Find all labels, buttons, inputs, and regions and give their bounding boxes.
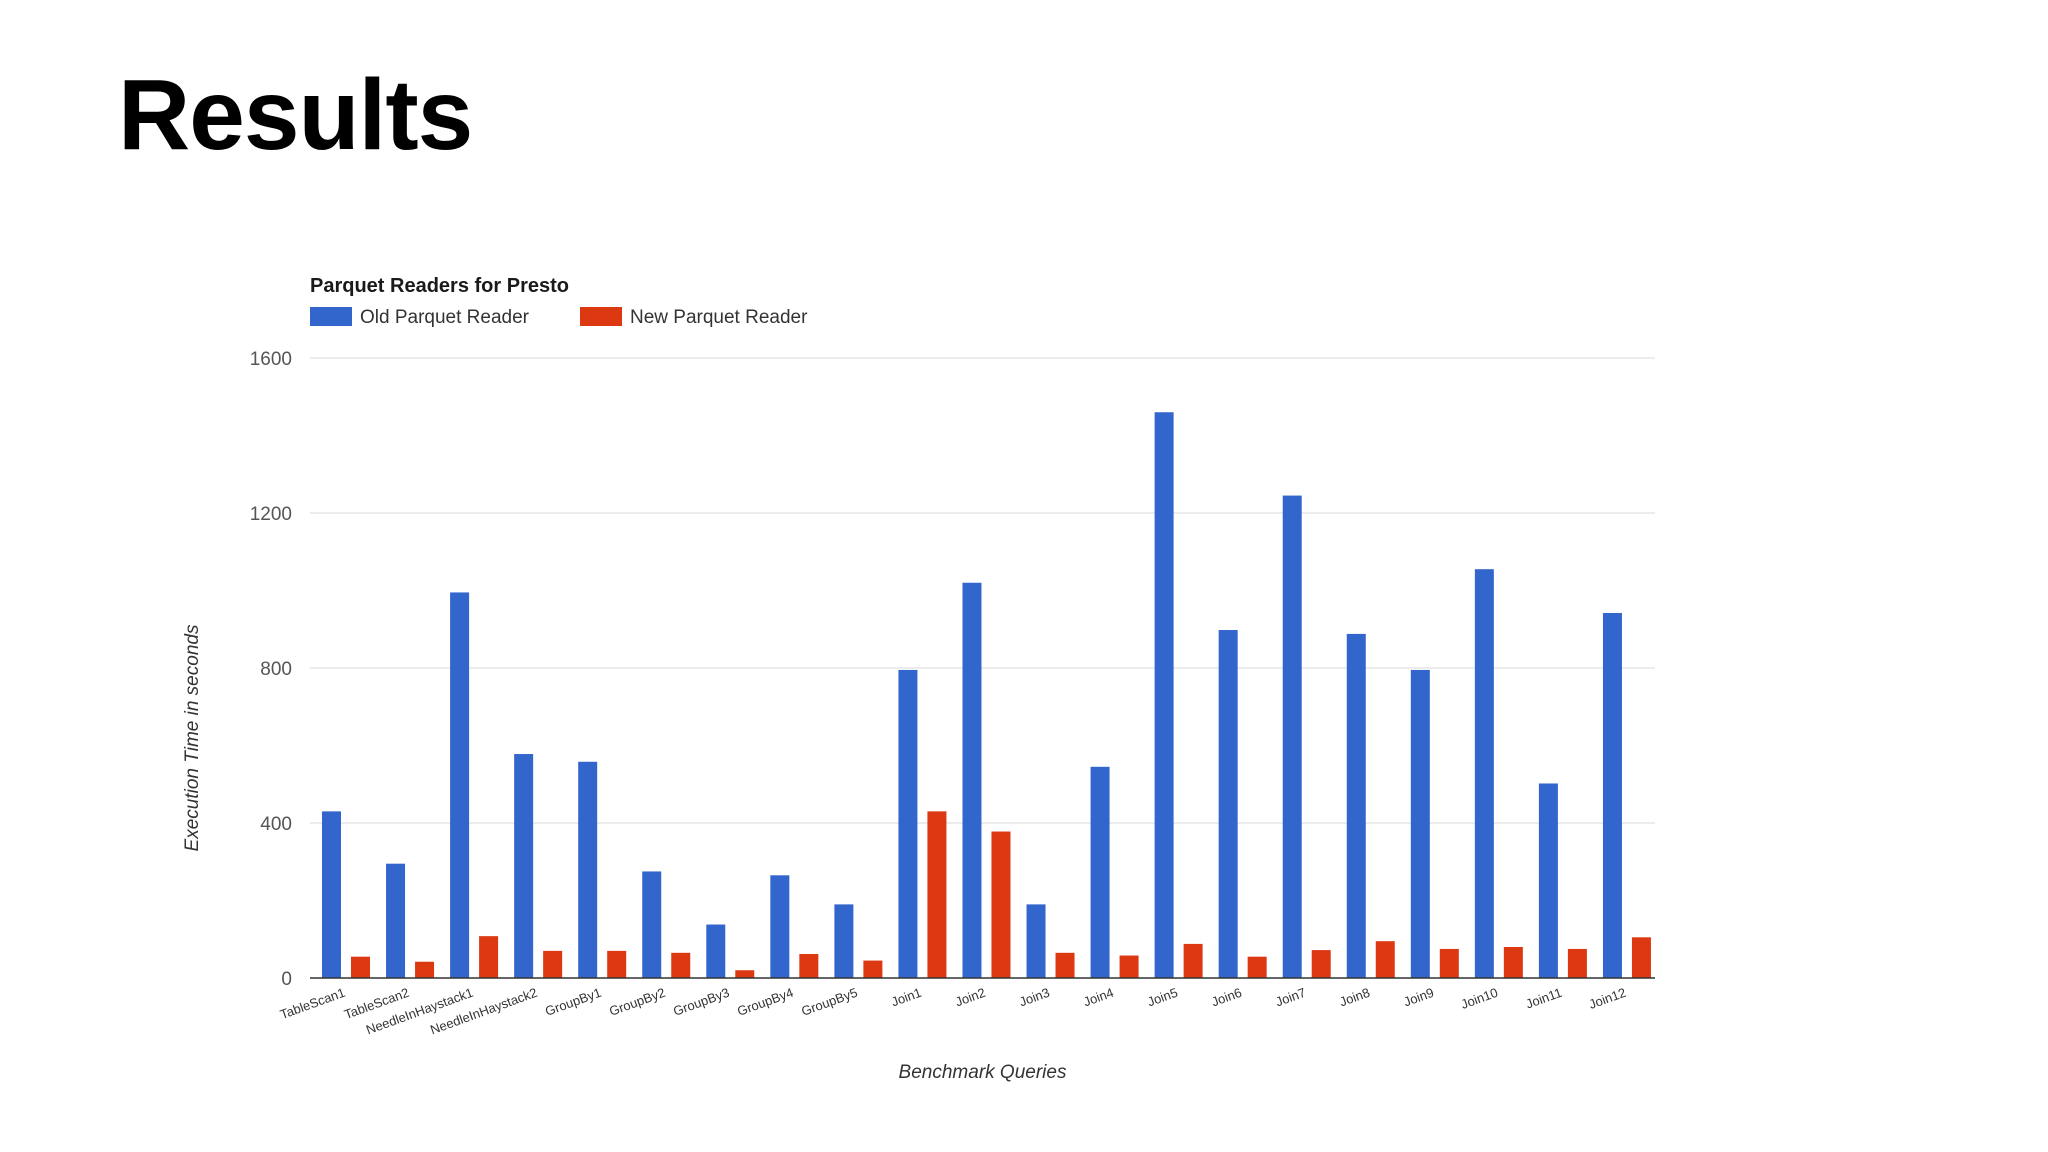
x-tick-GroupBy1: GroupBy1 (543, 985, 603, 1019)
bar-old-TableScan2 (386, 863, 406, 978)
x-tick-Join12: Join12 (1587, 985, 1628, 1012)
bar-old-Join12 (1602, 612, 1622, 978)
bar-new-Join3 (1055, 952, 1075, 978)
bar-new-Join10 (1503, 947, 1523, 978)
x-tick-Join4: Join4 (1081, 985, 1115, 1010)
bar-old-GroupBy2 (642, 871, 662, 978)
bar-old-GroupBy1 (578, 761, 598, 978)
bar-new-GroupBy2 (671, 952, 691, 978)
bar-old-Join8 (1346, 633, 1366, 978)
x-tick-GroupBy4: GroupBy4 (735, 985, 795, 1019)
bar-new-Join2 (991, 831, 1011, 978)
bar-old-TableScan1 (322, 811, 341, 978)
y-axis-ticks: 0 400 800 1200 1600 (250, 349, 292, 990)
y-tick-1200: 1200 (250, 504, 292, 525)
y-tick-1600: 1600 (250, 349, 292, 370)
bar-new-GroupBy3 (735, 970, 755, 978)
chart-svg: Parquet Readers for Presto Old Parquet R… (182, 275, 1655, 1083)
y-tick-0: 0 (281, 969, 292, 990)
x-axis-categories: TableScan1TableScan2NeedleInHaystack1Nee… (278, 985, 1628, 1038)
x-tick-GroupBy3: GroupBy3 (671, 985, 731, 1019)
x-tick-GroupBy5: GroupBy5 (799, 985, 859, 1019)
bar-old-Join2 (962, 582, 982, 978)
x-tick-NeedleInHaystack1: NeedleInHaystack1 (364, 985, 475, 1038)
bar-old-Join4 (1090, 766, 1110, 978)
x-tick-Join6: Join6 (1209, 985, 1243, 1010)
bar-new-NeedleInHaystack2 (543, 950, 563, 978)
bar-old-Join10 (1474, 569, 1494, 978)
x-tick-Join8: Join8 (1337, 985, 1371, 1010)
legend-swatch-1 (310, 307, 352, 326)
bar-old-GroupBy3 (706, 924, 726, 978)
x-tick-Join2: Join2 (953, 985, 987, 1010)
bar-new-Join8 (1375, 941, 1395, 978)
bar-old-Join1 (898, 669, 918, 978)
bar-new-Join11 (1567, 948, 1587, 978)
bar-old-Join5 (1154, 412, 1174, 978)
bar-new-NeedleInHaystack1 (479, 936, 499, 978)
bar-new-Join12 (1631, 937, 1651, 978)
bar-new-TableScan2 (415, 961, 435, 978)
legend-swatch-2 (580, 307, 622, 326)
bar-new-TableScan1 (351, 956, 370, 978)
bar-new-Join1 (927, 811, 947, 978)
x-tick-Join10: Join10 (1459, 985, 1500, 1012)
bar-new-Join7 (1311, 950, 1331, 978)
x-tick-Join7: Join7 (1273, 985, 1307, 1010)
x-tick-TableScan1: TableScan1 (278, 985, 347, 1022)
x-tick-Join3: Join3 (1017, 985, 1051, 1010)
bar-new-GroupBy1 (607, 950, 627, 978)
legend-label-2: New Parquet Reader (630, 307, 808, 328)
slide-title: Results (118, 59, 473, 171)
bar-old-GroupBy5 (834, 904, 854, 978)
bar-new-Join9 (1439, 948, 1459, 978)
bar-old-Join11 (1538, 783, 1558, 978)
bar-new-GroupBy4 (799, 953, 819, 978)
x-tick-GroupBy2: GroupBy2 (607, 985, 667, 1019)
bar-new-Join6 (1247, 956, 1267, 978)
bar-old-Join7 (1282, 495, 1302, 978)
bar-old-NeedleInHaystack1 (450, 592, 470, 978)
bar-chart: Parquet Readers for Presto Old Parquet R… (160, 260, 1680, 1120)
x-tick-Join1: Join1 (889, 985, 923, 1010)
x-tick-Join11: Join11 (1524, 985, 1564, 1012)
legend: Old Parquet Reader New Parquet Reader (310, 307, 808, 328)
bar-new-GroupBy5 (863, 960, 883, 978)
gridlines (310, 357, 1655, 824)
bar-old-Join9 (1410, 669, 1430, 978)
bar-old-Join3 (1026, 904, 1046, 978)
bar-new-Join5 (1183, 943, 1203, 978)
bars (322, 412, 1651, 978)
legend-label-1: Old Parquet Reader (360, 307, 530, 328)
bar-old-Join6 (1218, 630, 1238, 978)
bar-old-NeedleInHaystack2 (514, 754, 534, 978)
x-axis-title: Benchmark Queries (899, 1062, 1067, 1083)
y-tick-400: 400 (260, 814, 292, 835)
bar-old-GroupBy4 (770, 875, 790, 978)
chart-title: Parquet Readers for Presto (310, 275, 569, 297)
y-tick-800: 800 (260, 659, 292, 680)
x-tick-Join5: Join5 (1145, 985, 1179, 1010)
x-tick-NeedleInHaystack2: NeedleInHaystack2 (428, 985, 539, 1038)
x-tick-Join9: Join9 (1402, 985, 1436, 1010)
bar-new-Join4 (1119, 955, 1139, 978)
y-axis-title: Execution Time in seconds (182, 624, 203, 851)
